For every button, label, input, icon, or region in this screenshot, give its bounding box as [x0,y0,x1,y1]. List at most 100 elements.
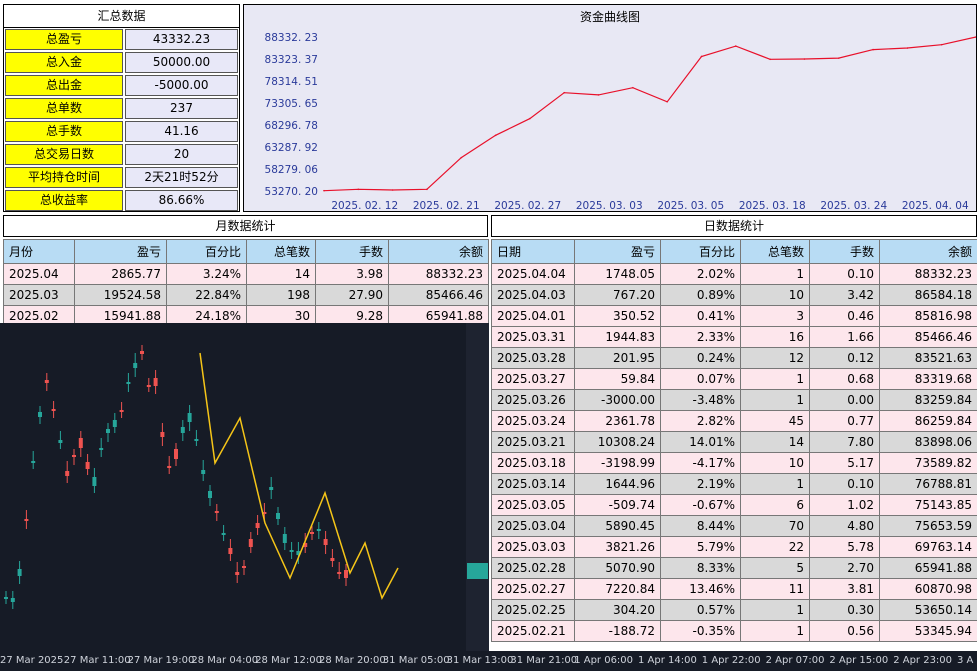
table-row[interactable]: 2025.03.31 1944.83 2.33% 16 1.66 85466.46 [491,326,977,348]
daily-cell: 2025.03.27 [491,368,575,390]
time-axis-label: 27 Mar 11:00 [63,655,131,666]
daily-cell: 2025.03.04 [491,515,575,537]
daily-table: 日期 盈亏 百分比 总笔数 手数 余额 2025.04.04 1748.05 2.02% 1 0.… [491,239,977,642]
candle-body [78,438,83,448]
daily-cell: 2025.03.24 [491,410,575,432]
candle-body [51,409,56,411]
daily-cell: 83898.06 [879,431,977,453]
monthly-header-0[interactable]: 月份 [3,239,75,264]
equity-point [597,94,600,96]
daily-cell: -3198.99 [574,452,661,474]
table-row[interactable]: 2025.04 2865.77 3.24% 14 3.98 88332.23 [3,263,489,285]
daily-cell: 1 [740,620,810,642]
daily-cell: 2025.04.04 [491,263,575,285]
monthly-header-3[interactable]: 总笔数 [246,239,316,264]
daily-cell: 4.80 [809,515,880,537]
daily-cell: 13.46% [660,578,741,600]
daily-cell: 0.46 [809,305,880,327]
daily-header-2[interactable]: 百分比 [660,239,741,264]
equity-point [906,47,909,49]
summary-row: 平均持仓时间 2天21时52分 [4,166,239,189]
daily-cell: 88332.23 [879,263,977,285]
daily-cell: 83259.84 [879,389,977,411]
monthly-header-5[interactable]: 余额 [388,239,489,264]
table-row[interactable]: 2025.03.18 -3198.99 -4.17% 10 5.17 73589.82 [491,452,977,474]
table-row[interactable]: 2025.04.04 1748.05 2.02% 1 0.10 88332.23 [491,263,977,285]
daily-cell: 2.33% [660,326,741,348]
daily-cell: 5070.90 [574,557,661,579]
time-axis-label: 31 Mar 13:00 [446,655,514,666]
table-row[interactable]: 2025.03 19524.58 22.84% 198 27.90 85466.46 [3,284,489,306]
x-tick-label: 2025. 02. 27 [494,200,561,211]
daily-cell: 3 [740,305,810,327]
equity-point [769,58,771,61]
daily-cell: 2025.04.03 [491,284,575,306]
daily-cell: 3.81 [809,578,880,600]
table-row[interactable]: 2025.03.26 -3000.00 -3.48% 1 0.00 83259.84 [491,389,977,411]
table-row[interactable]: 2025.04.01 350.52 0.41% 3 0.46 85816.98 [491,305,977,327]
table-row[interactable]: 2025.02.25 304.20 0.57% 1 0.30 53650.14 [491,599,977,621]
table-row[interactable]: 2025.04.03 767.20 0.89% 10 3.42 86584.18 [491,284,977,306]
time-axis-label: 28 Mar 12:00 [255,655,322,666]
daily-cell: 0.57% [660,599,741,621]
candle-body [255,523,260,528]
monthly-header-2[interactable]: 百分比 [166,239,247,264]
y-tick-label: 78314. 51 [265,76,318,88]
daily-cell: 6 [740,494,810,516]
daily-cell: 85816.98 [879,305,977,327]
table-row[interactable]: 2025.02.27 7220.84 13.46% 11 3.81 60870.98 [491,578,977,600]
monthly-cell: 2025.02 [3,305,75,327]
daily-cell: 0.10 [809,263,880,285]
daily-header-4[interactable]: 手数 [809,239,880,264]
table-row[interactable]: 2025.02.28 5070.90 8.33% 5 2.70 65941.88 [491,557,977,579]
monthly-header-4[interactable]: 手数 [315,239,389,264]
table-row[interactable]: 2025.03.27 59.84 0.07% 1 0.68 83319.68 [491,368,977,390]
daily-cell: 60870.98 [879,578,977,600]
x-tick-label: 2025. 03. 18 [739,200,806,211]
monthly-cell: 24.18% [166,305,247,327]
monthly-cell: 198 [246,284,316,306]
daily-cell: 0.24% [660,347,741,369]
x-tick-label: 2025. 02. 12 [331,200,398,211]
y-tick-label: 63287. 92 [265,142,318,154]
equity-point [632,86,634,89]
table-row[interactable]: 2025.03.21 10308.24 14.01% 14 7.80 83898.06 [491,431,977,453]
daily-header-0[interactable]: 日期 [491,239,575,264]
daily-cell: 59.84 [574,368,661,390]
table-row[interactable]: 2025.03.03 3821.26 5.79% 22 5.78 69763.14 [491,536,977,558]
summary-label: 总入金 [5,52,123,73]
monthly-header-1[interactable]: 盈亏 [74,239,167,264]
table-row[interactable]: 2025.03.04 5890.45 8.44% 70 4.80 75653.59 [491,515,977,537]
candle-body [316,529,321,531]
candle-body [44,380,49,383]
daily-header-1[interactable]: 盈亏 [574,239,661,264]
summary-label: 总盈亏 [5,29,123,50]
equity-point [975,36,976,38]
daily-cell: 2.19% [660,473,741,495]
daily-cell: 2025.03.31 [491,326,575,348]
daily-cell: 2025.02.27 [491,578,575,600]
daily-header-5[interactable]: 余额 [879,239,977,264]
equity-point [666,100,668,103]
daily-cell: 14.01% [660,431,741,453]
daily-cell: 0.56 [809,620,880,642]
table-row[interactable]: 2025.02 15941.88 24.18% 30 9.28 65941.88 [3,305,489,327]
daily-cell: 10308.24 [574,431,661,453]
daily-cell: 5890.45 [574,515,661,537]
time-axis-label: 1 Apr 14:00 [638,655,697,666]
daily-cell: 10 [740,284,810,306]
table-row[interactable]: 2025.02.21 -188.72 -0.35% 1 0.56 53345.94 [491,620,977,642]
summary-panel: 汇总数据 总盈亏 43332.23 总入金 50000.00 总出金 -5000.00 总单… [3,4,240,212]
candle-body [24,519,29,521]
table-row[interactable]: 2025.03.05 -509.74 -0.67% 6 1.02 75143.85 [491,494,977,516]
candle-body [160,432,165,437]
table-row[interactable]: 2025.03.24 2361.78 2.82% 45 0.77 86259.84 [491,410,977,432]
table-row[interactable]: 2025.03.28 201.95 0.24% 12 0.12 83521.63 [491,347,977,369]
price-candlestick-chart[interactable] [0,323,489,671]
table-row[interactable]: 2025.03.14 1644.96 2.19% 1 0.10 76788.81 [491,473,977,495]
daily-header-3[interactable]: 总笔数 [740,239,810,264]
daily-cell: 76788.81 [879,473,977,495]
daily-cell: 85466.46 [879,326,977,348]
daily-cell: 0.12 [809,347,880,369]
x-tick-label: 2025. 04. 04 [902,200,969,211]
